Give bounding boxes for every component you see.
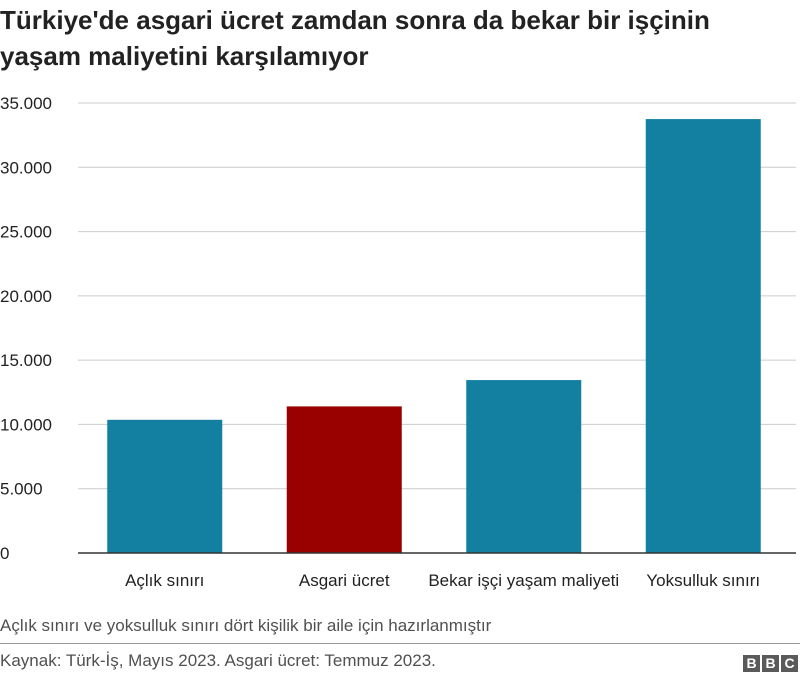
bbc-logo-letter: B	[762, 655, 779, 672]
source-text: Kaynak: Türk-İş, Mayıs 2023. Asgari ücre…	[0, 651, 436, 670]
y-tick-label: 0	[0, 544, 9, 563]
bar-chart: 0 5.000 10.000 15.000 20.000 25.000 30.000 35.0…	[0, 94, 796, 590]
bbc-logo: B B C	[743, 655, 798, 672]
x-category-label: Asgari ücret	[299, 571, 390, 590]
y-tick-label: 20.000	[0, 287, 52, 306]
y-tick-label: 15.000	[0, 351, 52, 370]
bbc-logo-letter: B	[743, 655, 760, 672]
bars	[107, 119, 761, 554]
y-tick-label: 10.000	[0, 415, 52, 434]
footer-divider	[0, 643, 800, 644]
bar	[286, 406, 402, 553]
y-tick-label: 35.000	[0, 94, 52, 113]
x-category-label: Yoksulluk sınırı	[646, 571, 760, 590]
x-category-label: Bekar işçi yaşam maliyeti	[428, 571, 619, 590]
y-axis-tick-labels: 0 5.000 10.000 15.000 20.000 25.000 30.000 35.0…	[0, 94, 52, 563]
x-category-label: Açlık sınırı	[125, 571, 204, 590]
y-tick-label: 25.000	[0, 223, 52, 242]
y-tick-label: 30.000	[0, 158, 52, 177]
chart-title: Türkiye'de asgari ücret zamdan sonra da …	[0, 5, 710, 71]
bar	[107, 419, 223, 553]
footnote: Açlık sınırı ve yoksulluk sınırı dört ki…	[0, 616, 492, 635]
y-tick-label: 5.000	[0, 480, 43, 499]
bar	[466, 380, 582, 553]
bbc-logo-letter: C	[781, 655, 798, 672]
bar	[645, 119, 761, 554]
x-axis-category-labels: Açlık sınırı Asgari ücret Bekar işçi yaşam…	[125, 571, 760, 590]
